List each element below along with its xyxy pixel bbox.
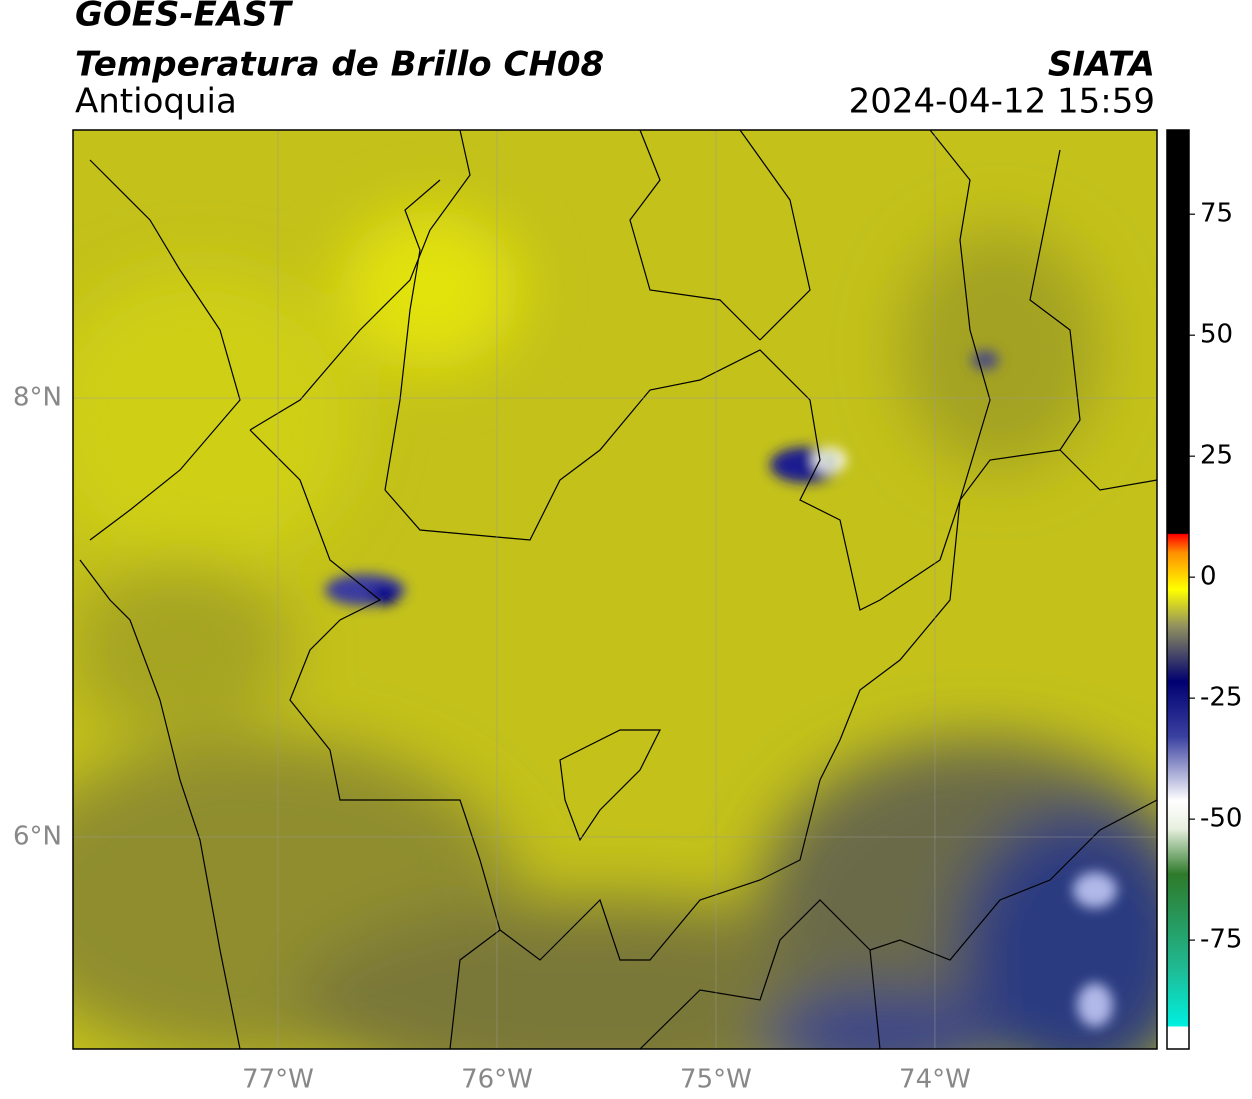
boundaries bbox=[79, 130, 1157, 1049]
colorbar-tick-label: 25 bbox=[1200, 441, 1233, 471]
colorbar-tick-label: 0 bbox=[1200, 562, 1217, 592]
lon-tick-label: 75°W bbox=[680, 1065, 752, 1095]
lat-tick-label: 6°N bbox=[13, 821, 62, 851]
map-image bbox=[73, 130, 1157, 1049]
subtitle: Temperatura de Brillo CH08 bbox=[75, 45, 604, 85]
colorbar-tick-label: -25 bbox=[1200, 683, 1242, 713]
colorbar-tick-label: -75 bbox=[1200, 925, 1242, 955]
lat-tick-label: 8°N bbox=[13, 382, 62, 412]
source: SIATA bbox=[1048, 45, 1155, 85]
colorbar bbox=[1166, 129, 1190, 1050]
lon-tick-label: 74°W bbox=[899, 1065, 971, 1095]
colorbar-tick-label: 50 bbox=[1200, 320, 1233, 350]
datetime: 2024-04-12 15:59 bbox=[849, 82, 1155, 122]
map-frame bbox=[72, 129, 1158, 1050]
region: Antioquia bbox=[75, 82, 237, 122]
lon-tick-label: 76°W bbox=[461, 1065, 533, 1095]
lon-tick-label: 77°W bbox=[242, 1065, 314, 1095]
title: GOES-EAST bbox=[75, 0, 294, 35]
colorbar-tick-label: -50 bbox=[1200, 804, 1242, 834]
colorbar-tick-label: 75 bbox=[1200, 199, 1233, 229]
